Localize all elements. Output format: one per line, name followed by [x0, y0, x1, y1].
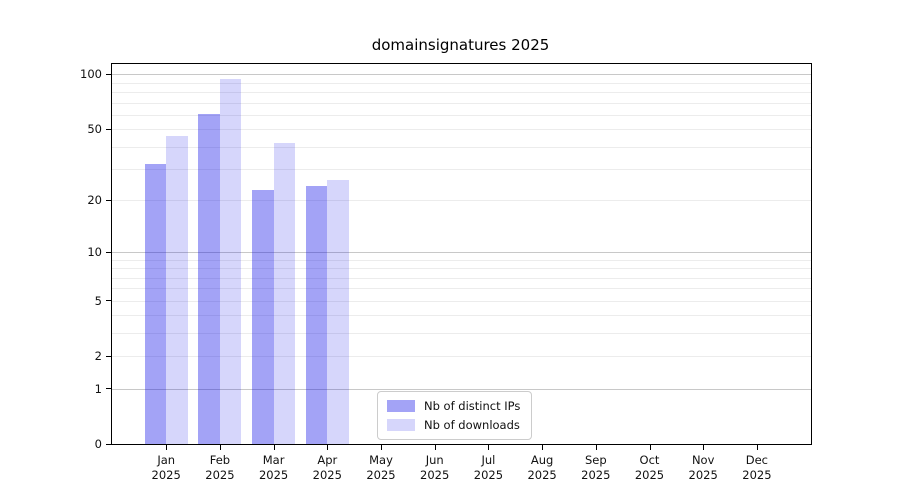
- legend-swatch-distinct-ips: [387, 400, 415, 412]
- month-label: Aug: [530, 453, 554, 467]
- month-label: Oct: [639, 453, 660, 467]
- month-label: May: [369, 453, 393, 467]
- legend-swatch-downloads: [387, 419, 415, 431]
- y-axis-tick: [106, 251, 112, 253]
- bar-downloads: [273, 142, 296, 444]
- legend-item-distinct-ips: Nb of distinct IPs: [387, 399, 520, 413]
- month-label: Feb: [209, 453, 231, 467]
- month-label: Apr: [317, 453, 338, 467]
- x-axis-tick: [219, 444, 221, 450]
- x-axis-tick-label: Jun 2025: [407, 453, 463, 483]
- gridline-major: [112, 74, 811, 76]
- x-axis-tick-label: Mar 2025: [246, 453, 302, 483]
- y-axis-tick-label: 100: [80, 67, 102, 82]
- x-axis-tick: [434, 444, 436, 450]
- year-label: 2025: [420, 468, 450, 482]
- y-axis-tick: [106, 73, 112, 75]
- legend-label-distinct-ips: Nb of distinct IPs: [424, 399, 521, 413]
- y-axis-tick-label: 5: [94, 293, 102, 308]
- x-axis-tick: [649, 444, 651, 450]
- bar-distinct-ips: [144, 164, 167, 444]
- year-label: 2025: [151, 468, 181, 482]
- x-axis-tick: [595, 444, 597, 450]
- x-axis-tick: [327, 444, 329, 450]
- gridline-minor: [112, 102, 811, 104]
- year-label: 2025: [742, 468, 772, 482]
- y-axis-tick-label: 10: [87, 245, 102, 259]
- x-axis-tick-label: Oct 2025: [622, 453, 678, 483]
- bar-distinct-ips: [252, 189, 274, 444]
- month-label: Sep: [584, 453, 607, 467]
- y-axis-tick: [106, 300, 112, 301]
- x-axis-tick: [703, 444, 705, 450]
- y-axis-tick: [106, 443, 112, 445]
- x-axis-tick: [381, 444, 382, 450]
- x-axis-tick-label: Jan 2025: [138, 453, 194, 483]
- bar-downloads: [327, 180, 349, 444]
- plot-area: 0 1 2 5 10 20 50 100 Jan 2025 Feb 2025 Mar 2025 Apr 202…: [80, 63, 812, 482]
- year-label: 2025: [366, 468, 396, 482]
- year-label: 2025: [312, 468, 342, 482]
- y-axis-tick-label: 1: [94, 381, 102, 396]
- month-label: Nov: [691, 453, 715, 467]
- x-axis-tick: [166, 444, 168, 450]
- month-label: Dec: [745, 453, 769, 467]
- year-label: 2025: [581, 468, 611, 482]
- x-axis-tick: [488, 444, 490, 450]
- x-axis-tick-label: Sep 2025: [568, 453, 624, 483]
- bar-downloads: [219, 78, 242, 444]
- legend-item-downloads: Nb of downloads: [387, 418, 520, 432]
- x-axis-tick-label: Apr 2025: [299, 453, 355, 483]
- x-axis-tick-label: Aug 2025: [514, 453, 570, 483]
- y-axis-tick: [106, 128, 112, 130]
- bar-distinct-ips: [305, 186, 328, 444]
- year-label: 2025: [688, 468, 718, 482]
- year-label: 2025: [205, 468, 235, 482]
- y-axis-tick: [106, 388, 112, 389]
- x-axis-tick: [756, 444, 758, 450]
- y-axis-tick-label: 20: [87, 193, 102, 208]
- month-label: Jan: [157, 453, 176, 467]
- bar-distinct-ips: [198, 113, 220, 444]
- y-axis-tick: [106, 199, 112, 201]
- chart-title: domainsignatures 2025: [371, 36, 550, 54]
- year-label: 2025: [258, 468, 289, 482]
- month-label: Mar: [262, 453, 285, 467]
- x-axis-tick: [273, 444, 275, 450]
- x-axis-tick-label: Dec 2025: [729, 453, 785, 483]
- month-label: Jul: [481, 453, 496, 467]
- x-axis-tick-label: Feb 2025: [192, 453, 248, 483]
- x-axis-tick-label: Nov 2025: [675, 453, 731, 483]
- gridline-minor: [112, 92, 811, 94]
- month-label: Jun: [425, 453, 444, 467]
- y-axis-tick: [106, 355, 112, 357]
- y-axis-tick-label: 0: [94, 437, 102, 451]
- bar-downloads: [166, 135, 188, 444]
- legend-label-downloads: Nb of downloads: [424, 418, 520, 432]
- x-axis-tick-label: Jul 2025: [460, 453, 516, 483]
- legend: Nb of distinct IPs Nb of downloads: [377, 391, 533, 440]
- y-axis-tick-label: 2: [94, 349, 102, 363]
- year-label: 2025: [527, 468, 557, 482]
- x-axis-tick-label: May 2025: [353, 453, 409, 483]
- year-label: 2025: [473, 468, 504, 482]
- gridline-minor: [112, 82, 811, 84]
- y-axis-tick-label: 50: [87, 122, 102, 137]
- year-label: 2025: [634, 468, 665, 482]
- x-axis-tick: [542, 444, 544, 450]
